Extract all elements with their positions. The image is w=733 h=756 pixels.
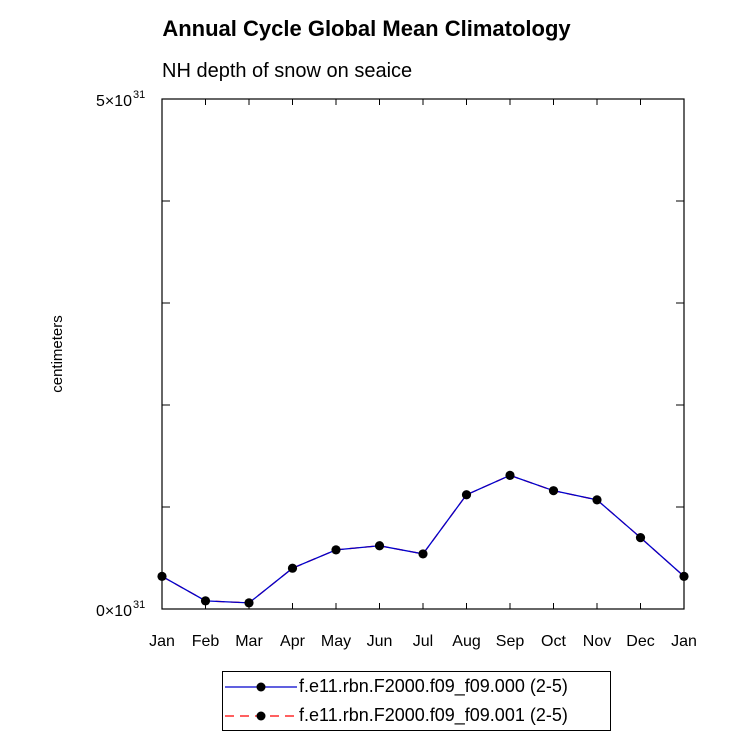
legend-item-001: f.e11.rbn.F2000.f09_f09.001 (2-5) [223,702,610,730]
series-line-1 [161,474,685,604]
data-point [505,470,515,480]
data-point [592,495,602,505]
x-tick-label: Jan [149,633,175,650]
x-tick-label: May [321,633,351,650]
data-point [635,533,646,543]
legend: f.e11.rbn.F2000.f09_f09.000 (2-5) f.e11.… [222,671,611,731]
x-tick-label: Jan [671,633,697,650]
y-tick-label-exponent: 31 [133,599,145,611]
chart-subtitle: NH depth of snow on seaice [162,60,413,82]
y-tick-label-exponent: 31 [133,89,145,101]
data-point [157,571,167,581]
x-tick-label: Jul [413,633,433,650]
chart-title: Annual Cycle Global Mean Climatology [162,16,571,41]
data-point [461,490,472,500]
y-axis-label: centimeters [49,315,66,393]
plot-frame [161,98,685,610]
data-point [331,545,341,555]
data-point [200,596,211,606]
y-tick-label: 0×10 [96,603,132,620]
data-point [418,549,428,559]
x-tick-label: Nov [583,633,611,650]
legend-item-000: f.e11.rbn.F2000.f09_f09.000 (2-5) [223,673,610,701]
legend-label-001: f.e11.rbn.F2000.f09_f09.001 (2-5) [299,705,568,725]
x-tick-label: Feb [192,633,220,650]
x-tick-label: Oct [541,633,566,650]
x-tick-label: Jun [367,633,393,650]
x-tick-label: Mar [235,633,263,650]
x-tick-label: Dec [626,633,654,650]
x-tick-label: Apr [280,633,306,650]
y-tick-label: 5×10 [96,93,132,110]
data-point [244,598,254,608]
data-point [287,563,298,573]
data-point [548,486,559,496]
legend-label-000: f.e11.rbn.F2000.f09_f09.000 (2-5) [299,676,568,696]
x-tick-label: Sep [496,633,525,650]
x-tick-label: Aug [452,633,480,650]
legend-swatch-solid [225,682,297,692]
series-line-0 [161,474,685,604]
legend-swatch-dashed [225,711,297,721]
data-point [679,571,689,581]
data-point [374,541,385,551]
